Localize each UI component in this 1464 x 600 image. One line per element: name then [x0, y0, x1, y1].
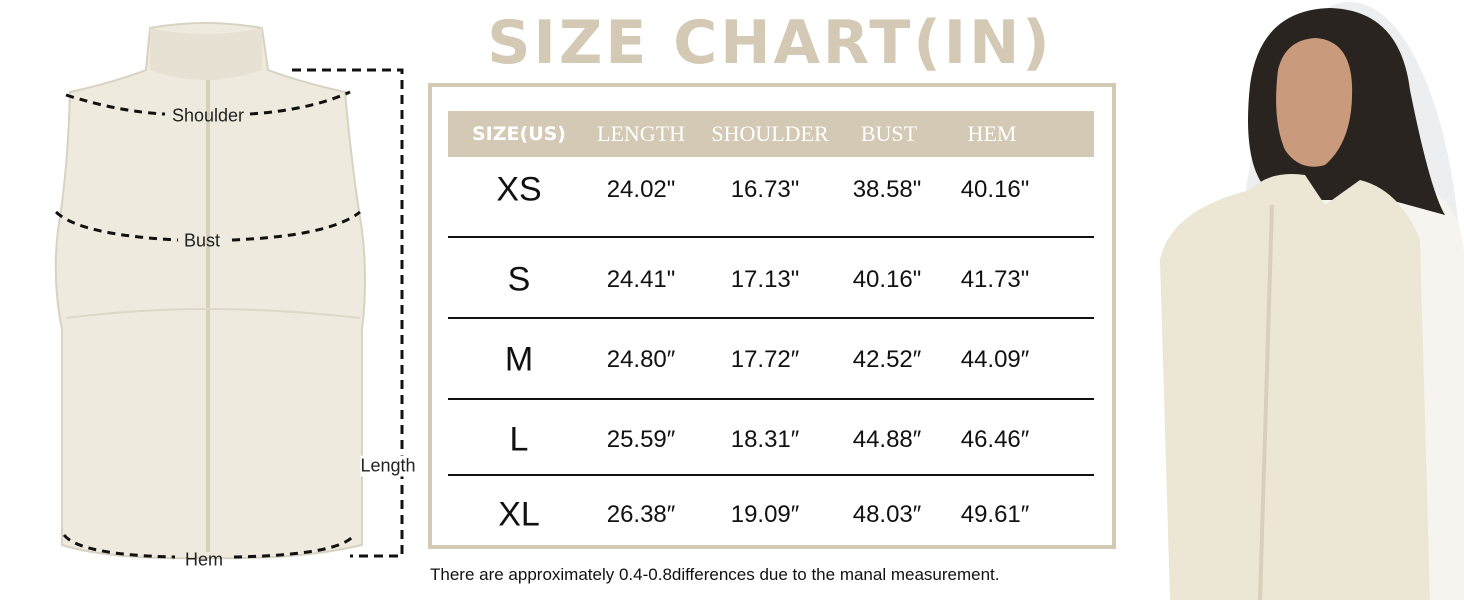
size-cell: S	[507, 260, 531, 299]
hem-measure-line	[62, 533, 176, 559]
vest-seam	[65, 308, 361, 319]
header-size: SIZE(US)	[472, 123, 566, 145]
header-hem: HEM	[967, 121, 1017, 146]
length-label: Length	[360, 455, 416, 477]
table-header: SIZE(US) LENGTH SHOULDER BUST HEM	[448, 111, 1094, 157]
measurement-cell: 19.09″	[730, 501, 800, 528]
bust-measure-line	[54, 210, 179, 242]
size-cell: XS	[496, 170, 542, 209]
vest-illustration	[54, 22, 404, 560]
measurement-cell: 24.41"	[606, 266, 676, 293]
measurement-cell: 40.16"	[960, 176, 1030, 203]
measurement-cell: 17.72″	[730, 346, 800, 373]
measurement-cell: 46.46″	[960, 426, 1030, 453]
face	[1276, 38, 1353, 167]
measurement-cell: 49.61″	[960, 501, 1030, 528]
shoulder-label: Shoulder	[171, 105, 245, 126]
row-divider	[448, 317, 1094, 319]
hem-label: Hem	[184, 549, 224, 570]
measurement-cell: 24.02"	[606, 176, 676, 203]
row-divider	[448, 236, 1094, 238]
measurement-cell: 26.38″	[606, 501, 676, 528]
measurement-cell: 42.52″	[852, 346, 922, 373]
row-divider	[448, 398, 1094, 400]
vest	[1160, 174, 1430, 600]
measurement-cell: 18.31″	[730, 426, 800, 453]
measurement-cell: 40.16"	[852, 266, 922, 293]
size-cell: XL	[498, 495, 540, 534]
header-length: LENGTH	[597, 121, 685, 146]
header-shoulder: SHOULDER	[711, 121, 829, 146]
measurement-cell: 41.73"	[960, 266, 1030, 293]
measurement-cell: 24.80″	[606, 346, 676, 373]
measurement-cell: 25.59″	[606, 426, 676, 453]
measurement-cell: 44.88″	[852, 426, 922, 453]
bust-label: Bust	[183, 230, 221, 251]
vest-body	[54, 22, 366, 560]
page-title: SIZE CHART(IN)	[487, 8, 1053, 78]
size-table-frame	[428, 83, 1116, 549]
hem-measure-line	[233, 534, 356, 559]
length-measure-line	[292, 68, 404, 558]
header-bust: BUST	[860, 121, 918, 146]
model-photo	[1160, 2, 1464, 600]
row-divider	[448, 474, 1094, 476]
size-cell: L	[509, 420, 529, 459]
measurement-cell: 38.58"	[852, 176, 922, 203]
measurement-cell: 16.73"	[730, 176, 800, 203]
bust-measure-line	[231, 210, 361, 242]
measurement-note: There are approximately 0.4-0.8differenc…	[430, 565, 1000, 584]
vest-collar	[150, 28, 262, 80]
vest-zipper	[1258, 204, 1274, 600]
measurement-cell: 44.09″	[960, 346, 1030, 373]
size-cell: M	[504, 340, 534, 379]
shoulder-measure-line	[65, 93, 166, 116]
measurement-cell: 48.03″	[852, 501, 922, 528]
measurement-cell: 17.13"	[730, 266, 800, 293]
